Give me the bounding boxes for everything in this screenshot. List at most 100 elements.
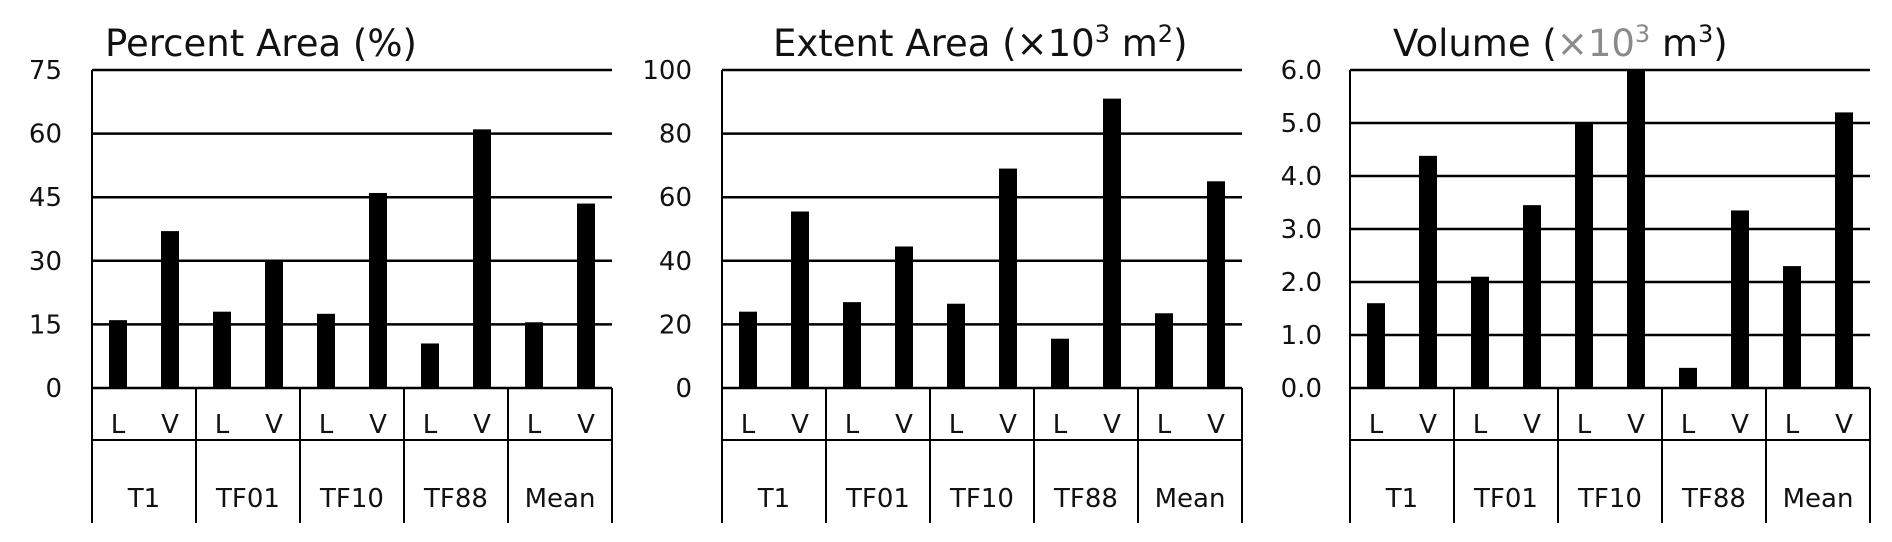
category-label: V bbox=[473, 410, 491, 440]
category-label: L bbox=[215, 410, 230, 440]
group-label: TF88 bbox=[423, 484, 488, 514]
bar bbox=[1367, 303, 1385, 388]
title-superscript: 3 bbox=[1095, 20, 1110, 48]
title-part: Volume ( bbox=[1393, 22, 1557, 65]
bar bbox=[577, 203, 595, 388]
y-tick-label: 80 bbox=[659, 120, 692, 150]
group-label: TF88 bbox=[1053, 484, 1118, 514]
y-tick-label: 3.0 bbox=[1281, 215, 1322, 245]
y-tick-label: 20 bbox=[659, 310, 692, 340]
group-label: T1 bbox=[127, 484, 160, 514]
bar bbox=[1731, 210, 1749, 388]
category-label: L bbox=[1785, 410, 1800, 440]
y-tick-label: 0 bbox=[675, 374, 692, 404]
y-tick-label: 1.0 bbox=[1281, 321, 1322, 351]
title-part: ×10 bbox=[1557, 22, 1635, 65]
bar bbox=[265, 260, 283, 388]
title-superscript: 3 bbox=[1635, 20, 1650, 48]
group-label: T1 bbox=[757, 484, 790, 514]
category-label: L bbox=[845, 410, 860, 440]
bar bbox=[1155, 313, 1173, 388]
category-label: L bbox=[1053, 410, 1068, 440]
title-part: ) bbox=[1713, 22, 1727, 65]
category-label: V bbox=[1103, 410, 1121, 440]
y-tick-label: 75 bbox=[29, 56, 62, 86]
bar bbox=[999, 168, 1017, 388]
bar bbox=[317, 313, 335, 388]
bar bbox=[739, 311, 757, 388]
category-label: L bbox=[1473, 410, 1488, 440]
chart-title: Percent Area (%) bbox=[105, 22, 417, 65]
bar bbox=[1207, 181, 1225, 388]
title-part: ) bbox=[1173, 22, 1187, 65]
group-label: TF10 bbox=[319, 484, 384, 514]
bar bbox=[1103, 98, 1121, 389]
category-label: V bbox=[577, 410, 595, 440]
bar bbox=[1051, 338, 1069, 388]
category-label: V bbox=[369, 410, 387, 440]
bar bbox=[1419, 155, 1437, 388]
category-label: V bbox=[1835, 410, 1853, 440]
title-part: Extent Area (×10 bbox=[773, 22, 1095, 65]
y-tick-label: 40 bbox=[659, 247, 692, 277]
y-tick-label: 15 bbox=[29, 310, 62, 340]
category-label: V bbox=[1627, 410, 1645, 440]
bar bbox=[1627, 70, 1645, 388]
bar bbox=[421, 343, 439, 388]
title-superscript: 3 bbox=[1698, 20, 1713, 48]
bar bbox=[369, 192, 387, 388]
group-label: Mean bbox=[1783, 484, 1854, 514]
category-label: L bbox=[1577, 410, 1592, 440]
title-part: Percent Area (%) bbox=[105, 22, 417, 65]
y-tick-label: 0.0 bbox=[1281, 374, 1322, 404]
category-label: L bbox=[1681, 410, 1696, 440]
category-label: L bbox=[949, 410, 964, 440]
category-label: L bbox=[111, 410, 126, 440]
category-label: L bbox=[1157, 410, 1172, 440]
bar bbox=[1471, 276, 1489, 388]
category-label: V bbox=[265, 410, 283, 440]
group-label: TF01 bbox=[215, 484, 280, 514]
y-tick-label: 4.0 bbox=[1281, 162, 1322, 192]
category-label: V bbox=[1731, 410, 1749, 440]
category-label: V bbox=[161, 410, 179, 440]
group-label: Mean bbox=[525, 484, 596, 514]
group-label: T1 bbox=[1385, 484, 1418, 514]
group-label: TF01 bbox=[845, 484, 910, 514]
category-label: V bbox=[791, 410, 809, 440]
bar bbox=[895, 246, 913, 388]
category-label: L bbox=[741, 410, 756, 440]
group-label: TF10 bbox=[949, 484, 1014, 514]
bar bbox=[109, 320, 127, 388]
group-label: TF88 bbox=[1681, 484, 1746, 514]
y-tick-label: 100 bbox=[642, 56, 692, 86]
bar bbox=[1835, 112, 1853, 389]
y-tick-label: 45 bbox=[29, 183, 62, 213]
y-tick-label: 2.0 bbox=[1281, 268, 1322, 298]
bar bbox=[1575, 123, 1593, 388]
category-label: L bbox=[319, 410, 334, 440]
chart-title: Extent Area (×103 m2) bbox=[773, 20, 1188, 65]
y-tick-label: 60 bbox=[659, 183, 692, 213]
y-tick-label: 30 bbox=[29, 247, 62, 277]
title-superscript: 2 bbox=[1158, 20, 1173, 48]
bar bbox=[791, 211, 809, 388]
group-label: TF01 bbox=[1473, 484, 1538, 514]
category-label: L bbox=[1369, 410, 1384, 440]
group-label: TF10 bbox=[1577, 484, 1642, 514]
bar bbox=[947, 303, 965, 388]
bar bbox=[213, 311, 231, 388]
y-tick-label: 0 bbox=[45, 374, 62, 404]
title-part: m bbox=[1650, 22, 1698, 65]
category-label: V bbox=[1207, 410, 1225, 440]
category-label: V bbox=[1523, 410, 1541, 440]
group-label: Mean bbox=[1155, 484, 1226, 514]
category-label: L bbox=[423, 410, 438, 440]
title-part: m bbox=[1110, 22, 1158, 65]
bar bbox=[1523, 205, 1541, 388]
y-tick-label: 60 bbox=[29, 120, 62, 150]
bar bbox=[473, 129, 491, 389]
bar bbox=[525, 322, 543, 388]
chart-title: Volume (×103 m3) bbox=[1393, 20, 1728, 65]
